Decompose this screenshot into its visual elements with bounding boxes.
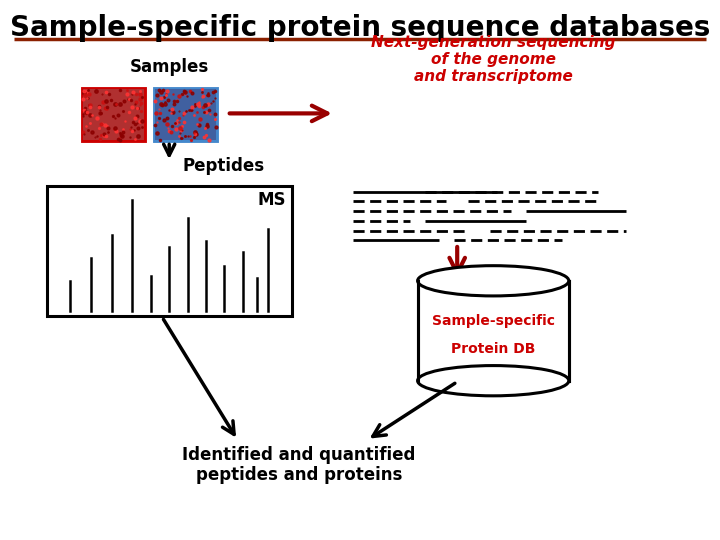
Ellipse shape bbox=[418, 366, 569, 396]
Ellipse shape bbox=[418, 266, 569, 296]
Text: MS: MS bbox=[257, 191, 286, 208]
Text: Sample-specific protein sequence databases: Sample-specific protein sequence databas… bbox=[10, 14, 710, 42]
Text: Sample-specific: Sample-specific bbox=[432, 314, 554, 328]
Polygon shape bbox=[418, 281, 569, 381]
Text: Identified and quantified
peptides and proteins: Identified and quantified peptides and p… bbox=[182, 446, 415, 484]
FancyBboxPatch shape bbox=[155, 89, 216, 140]
Text: Protein DB: Protein DB bbox=[451, 342, 536, 356]
Text: Samples: Samples bbox=[130, 58, 209, 77]
Polygon shape bbox=[155, 89, 216, 140]
Text: Next-generation sequencing
of the genome
and transcriptome: Next-generation sequencing of the genome… bbox=[371, 35, 616, 84]
Text: Peptides: Peptides bbox=[182, 157, 264, 176]
FancyBboxPatch shape bbox=[47, 186, 292, 316]
Polygon shape bbox=[83, 89, 144, 140]
FancyBboxPatch shape bbox=[83, 89, 144, 140]
